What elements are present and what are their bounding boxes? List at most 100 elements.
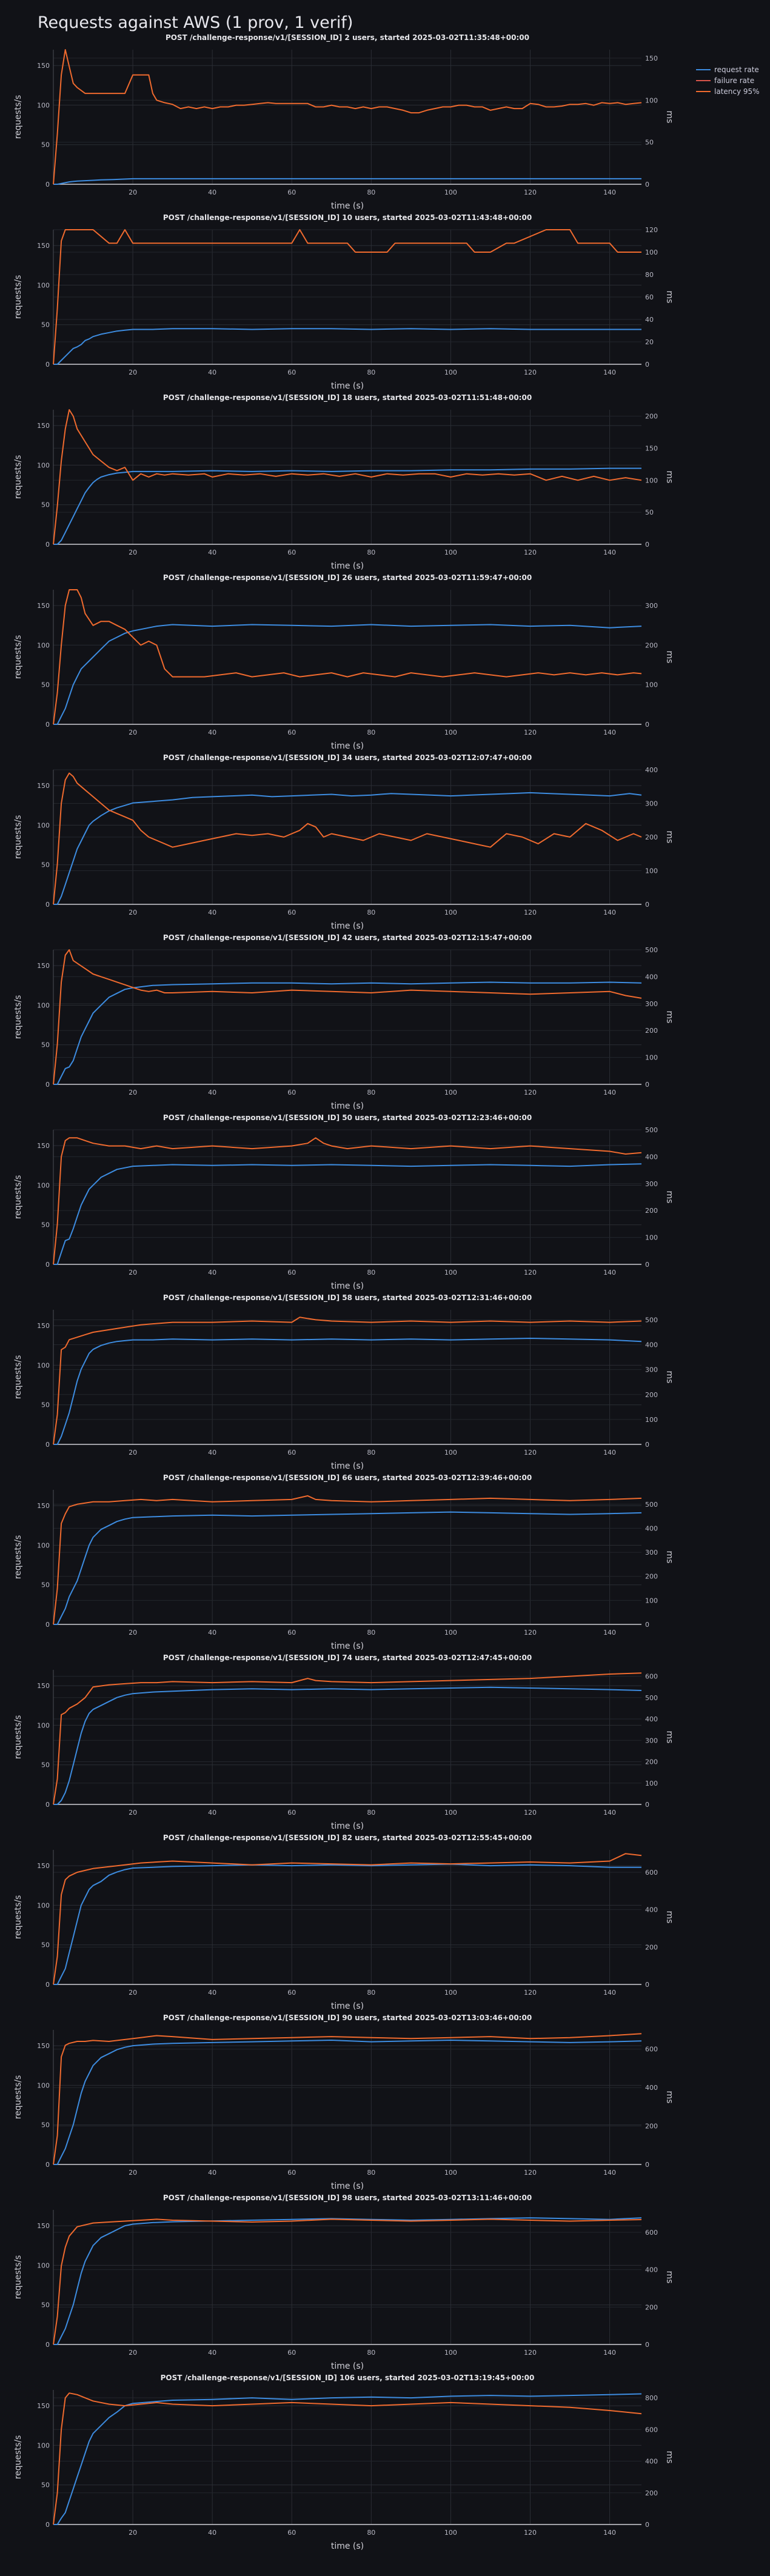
y-tick-label: 0: [45, 541, 50, 549]
x-tick-label: 40: [208, 549, 216, 556]
chart-panel-7: POST /challenge-response/v1/[SESSION_ID]…: [13, 1113, 674, 1291]
chart-panel-9: POST /challenge-response/v1/[SESSION_ID]…: [13, 1473, 674, 1651]
y2-axis-label: ms: [665, 2091, 674, 2104]
chart-panel-11: POST /challenge-response/v1/[SESSION_ID]…: [13, 1834, 674, 2011]
x-tick-label: 100: [444, 369, 457, 376]
x-tick-label: 80: [367, 1989, 375, 1997]
y2-tick-label: 400: [645, 1715, 658, 1723]
y2-axis-label: ms: [665, 1371, 674, 1384]
x-axis-label: time (s): [331, 201, 364, 211]
chart-panel-1: POST /challenge-response/v1/[SESSION_ID]…: [13, 33, 674, 211]
y-tick-label: 50: [41, 1221, 50, 1229]
y-axis-label: requests/s: [13, 1535, 23, 1580]
x-tick-label: 140: [603, 909, 616, 916]
series-line-request-rate: [53, 328, 641, 365]
y2-tick-label: 400: [645, 2266, 658, 2274]
y-tick-label: 100: [37, 1721, 50, 1729]
y-axis-label: requests/s: [13, 635, 23, 679]
x-tick-label: 40: [208, 1089, 216, 1096]
y2-tick-label: 0: [645, 541, 649, 549]
series-line-latency-95-: [53, 1316, 642, 1445]
y2-tick-label: 400: [645, 1906, 658, 1914]
y-tick-label: 0: [45, 1441, 50, 1449]
legend-item-failure-rate[interactable]: failure rate: [696, 75, 760, 86]
y2-tick-label: 0: [645, 901, 649, 909]
x-tick-label: 80: [367, 1089, 375, 1096]
y2-tick-label: 300: [645, 1000, 658, 1008]
y-tick-label: 150: [37, 962, 50, 970]
x-tick-label: 60: [287, 1809, 296, 1817]
y2-tick-label: 600: [645, 2046, 658, 2054]
x-tick-label: 120: [524, 1269, 537, 1276]
x-tick-label: 140: [603, 2169, 616, 2177]
x-tick-label: 40: [208, 1629, 216, 1637]
legend-swatch: [696, 80, 711, 81]
legend-item-request-rate[interactable]: request rate: [696, 64, 760, 75]
series-line-request-rate: [53, 1338, 642, 1445]
y-tick-label: 0: [45, 1081, 50, 1089]
y-tick-label: 150: [37, 2222, 50, 2230]
chart-title: POST /challenge-response/v1/[SESSION_ID]…: [163, 1653, 532, 1663]
series-line-latency-95-: [53, 949, 642, 1085]
x-tick-label: 140: [603, 549, 616, 556]
y-tick-label: 150: [37, 242, 50, 250]
y-tick-label: 50: [41, 2481, 50, 2489]
y-tick-label: 0: [45, 181, 50, 189]
x-tick-label: 60: [287, 1629, 296, 1637]
x-tick-label: 20: [129, 189, 137, 196]
y2-tick-label: 400: [645, 2084, 658, 2092]
chart-panel-2: POST /challenge-response/v1/[SESSION_ID]…: [13, 213, 674, 391]
y2-axis-label: ms: [665, 291, 674, 304]
x-axis-label: time (s): [331, 1101, 364, 1111]
y2-tick-label: 40: [645, 316, 654, 324]
y2-tick-label: 0: [645, 1441, 649, 1449]
y-tick-label: 150: [37, 2402, 50, 2410]
x-tick-label: 100: [444, 189, 457, 196]
y-axis-label: requests/s: [13, 2435, 23, 2480]
x-tick-label: 140: [603, 729, 616, 736]
x-axis-label: time (s): [331, 561, 364, 571]
legend-item-latency-95[interactable]: latency 95%: [696, 86, 760, 97]
chart-title: POST /challenge-response/v1/[SESSION_ID]…: [161, 2374, 535, 2383]
y2-axis-label: ms: [665, 1551, 674, 1564]
series-line-latency-95-: [53, 1853, 642, 1985]
x-axis-label: time (s): [331, 2541, 364, 2551]
chart-title: POST /challenge-response/v1/[SESSION_ID]…: [163, 1473, 532, 1483]
x-tick-label: 100: [444, 2349, 457, 2357]
x-axis-label: time (s): [331, 1821, 364, 1831]
y2-axis-label: ms: [665, 1011, 674, 1024]
y-tick-label: 100: [37, 461, 50, 469]
x-tick-label: 40: [208, 369, 216, 376]
x-tick-label: 140: [603, 1629, 616, 1637]
y-tick-label: 150: [37, 2042, 50, 2050]
y2-tick-label: 500: [645, 1126, 658, 1134]
x-tick-label: 40: [208, 1809, 216, 1817]
x-tick-label: 20: [129, 2169, 137, 2177]
x-axis-label: time (s): [331, 1281, 364, 1291]
y-tick-label: 0: [45, 1981, 50, 1989]
series-line-request-rate: [53, 178, 641, 185]
chart-panel-8: POST /challenge-response/v1/[SESSION_ID]…: [13, 1293, 674, 1471]
x-tick-label: 140: [603, 1449, 616, 1457]
y2-tick-label: 100: [645, 1597, 658, 1604]
page-title: Requests against AWS (1 prov, 1 verif): [38, 13, 353, 32]
series-line-request-rate: [53, 981, 642, 1085]
x-tick-label: 80: [367, 1269, 375, 1276]
y2-tick-label: 200: [645, 1391, 658, 1399]
y2-tick-label: 100: [645, 1416, 658, 1424]
x-tick-label: 80: [367, 729, 375, 736]
y-tick-label: 150: [37, 602, 50, 610]
chart-title: POST /challenge-response/v1/[SESSION_ID]…: [163, 1293, 532, 1303]
series-line-latency-95-: [53, 2392, 642, 2525]
series-line-latency-95-: [53, 2033, 642, 2165]
x-axis-label: time (s): [331, 741, 364, 751]
series-line-latency-95-: [53, 409, 642, 545]
y2-tick-label: 200: [645, 1027, 658, 1035]
series-line-latency-95-: [53, 589, 642, 725]
y2-tick-label: 0: [645, 181, 649, 189]
chart-panel-6: POST /challenge-response/v1/[SESSION_ID]…: [13, 933, 674, 1111]
y2-tick-label: 400: [645, 766, 658, 774]
y2-tick-label: 100: [645, 1234, 658, 1242]
y2-axis-label: ms: [665, 2271, 674, 2284]
